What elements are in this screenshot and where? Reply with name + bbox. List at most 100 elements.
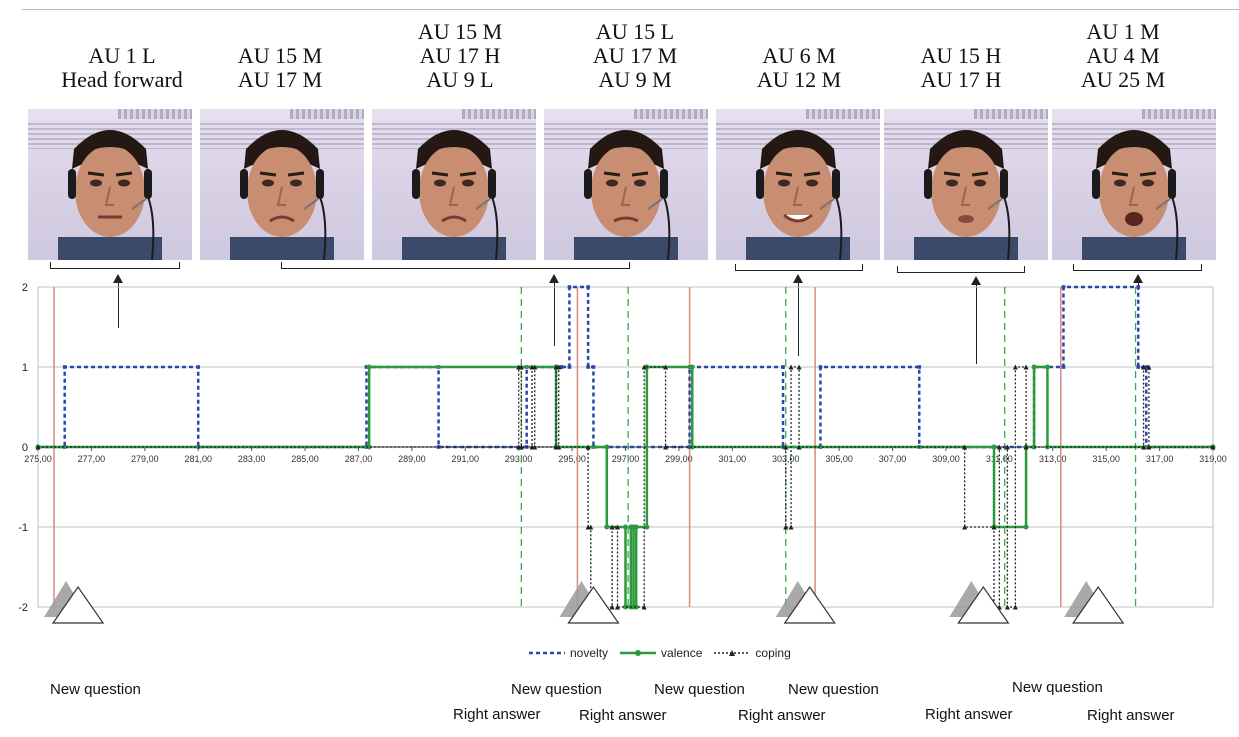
new-question-label-5: New question bbox=[1012, 679, 1103, 696]
coping-point bbox=[996, 444, 1002, 450]
coping-point bbox=[1141, 364, 1147, 370]
right-answer-label-5: Right answer bbox=[1087, 707, 1175, 724]
au-line: AU 1 L bbox=[88, 43, 156, 68]
series-valence-line bbox=[38, 365, 1213, 609]
top-rule bbox=[22, 9, 1239, 10]
coping-point bbox=[783, 524, 789, 530]
valence-point bbox=[633, 604, 639, 610]
x-tick-label: 279,00 bbox=[131, 454, 159, 464]
series-coping-line bbox=[38, 366, 1213, 608]
coping-point bbox=[1004, 604, 1010, 610]
right-answer-label-3: Right answer bbox=[738, 707, 826, 724]
coping-point bbox=[796, 364, 802, 370]
coping-point bbox=[532, 444, 538, 450]
face-drawing bbox=[574, 130, 678, 260]
bracket-1 bbox=[50, 262, 180, 269]
legend-label-novelty: novelty bbox=[570, 646, 609, 660]
y-tick-label: -2 bbox=[18, 602, 28, 614]
novelty-point bbox=[687, 445, 692, 449]
novelty-point bbox=[586, 285, 590, 289]
x-tick-label: 301,00 bbox=[719, 454, 747, 464]
valence-point bbox=[623, 524, 628, 530]
valence-point bbox=[689, 444, 695, 450]
novelty-point bbox=[1136, 285, 1141, 289]
x-tick-label: 277,00 bbox=[78, 454, 106, 464]
au-label-7: AU 1 M AU 4 M AU 25 M bbox=[1058, 20, 1188, 92]
face-photo-3 bbox=[372, 109, 536, 260]
novelty-point bbox=[1061, 285, 1066, 289]
au-line: AU 17 H bbox=[920, 67, 1002, 92]
coping-point bbox=[1023, 364, 1029, 370]
face-photo-6 bbox=[884, 109, 1048, 260]
x-tick-label: 309,00 bbox=[932, 454, 960, 464]
y-tick-label: 2 bbox=[22, 282, 28, 294]
bracket-3 bbox=[735, 264, 863, 271]
x-tick-label: 295,00 bbox=[558, 454, 586, 464]
legend-item-coping: coping bbox=[712, 646, 791, 660]
question-marker-triangle bbox=[783, 585, 836, 624]
coping-point bbox=[556, 444, 562, 450]
face-drawing bbox=[914, 130, 1018, 260]
x-tick-label: 283,00 bbox=[238, 454, 266, 464]
right-answer-label-4: Right answer bbox=[925, 706, 1013, 723]
coping-point bbox=[614, 604, 620, 610]
coping-point bbox=[1146, 364, 1152, 370]
coping-point bbox=[783, 444, 789, 450]
au-line: AU 15 M bbox=[237, 43, 323, 68]
novelty-point bbox=[62, 365, 67, 369]
coping-point bbox=[1012, 364, 1018, 370]
coping-point bbox=[1012, 604, 1018, 610]
coping-point bbox=[962, 524, 968, 530]
novelty-point bbox=[781, 365, 785, 369]
au-line: AU 25 M bbox=[1080, 67, 1166, 92]
coping-point bbox=[663, 444, 669, 450]
legend: novelty valence coping bbox=[527, 643, 801, 663]
arrow-1 bbox=[113, 274, 123, 328]
legend-label-valence: valence bbox=[661, 646, 703, 660]
coping-point bbox=[35, 444, 41, 450]
face-drawing bbox=[1082, 130, 1186, 260]
au-line: AU 15 L bbox=[595, 19, 675, 44]
au-line: AU 17 M bbox=[592, 43, 678, 68]
au-label-2: AU 15 M AU 17 M bbox=[215, 44, 345, 92]
au-label-6: AU 15 H AU 17 H bbox=[896, 44, 1026, 92]
coping-point bbox=[641, 604, 647, 610]
y-tick-label: 0 bbox=[22, 442, 28, 454]
x-tick-label: 307,00 bbox=[879, 454, 907, 464]
legend-item-valence: valence bbox=[618, 646, 702, 660]
face-drawing bbox=[402, 130, 506, 260]
valence-point bbox=[604, 444, 610, 450]
valence-point bbox=[1031, 364, 1037, 370]
valence-point bbox=[1023, 524, 1029, 530]
coping-point bbox=[788, 524, 794, 530]
novelty-swatch bbox=[529, 651, 565, 655]
coping-point bbox=[796, 444, 802, 450]
novelty-point bbox=[567, 365, 572, 369]
right-answer-label-2: Right answer bbox=[579, 707, 667, 724]
coping-point bbox=[788, 364, 794, 370]
coping-point bbox=[1141, 444, 1147, 450]
coping-point bbox=[1146, 444, 1152, 450]
novelty-point bbox=[917, 365, 922, 369]
x-tick-label: 293,00 bbox=[505, 454, 533, 464]
new-question-label-1: New question bbox=[50, 681, 141, 698]
x-tick-label: 317,00 bbox=[1146, 454, 1174, 464]
au-line: AU 9 M bbox=[598, 67, 672, 92]
novelty-point bbox=[1061, 365, 1066, 369]
coping-point bbox=[1023, 444, 1029, 450]
face-drawing bbox=[230, 130, 334, 260]
coping-point bbox=[532, 364, 538, 370]
novelty-point bbox=[196, 365, 201, 369]
x-tick-label: 281,00 bbox=[184, 454, 212, 464]
au-line: AU 1 M bbox=[1086, 19, 1160, 44]
coping-point bbox=[609, 604, 615, 610]
coping-point bbox=[1004, 444, 1010, 450]
arrow-5 bbox=[1133, 274, 1143, 290]
au-label-4: AU 15 L AU 17 M AU 9 M bbox=[570, 20, 700, 92]
novelty-point bbox=[567, 285, 572, 289]
novelty-point bbox=[591, 365, 596, 369]
au-line: AU 17 M bbox=[237, 67, 323, 92]
question-marker-triangle bbox=[1072, 585, 1125, 624]
coping-point bbox=[641, 364, 647, 370]
